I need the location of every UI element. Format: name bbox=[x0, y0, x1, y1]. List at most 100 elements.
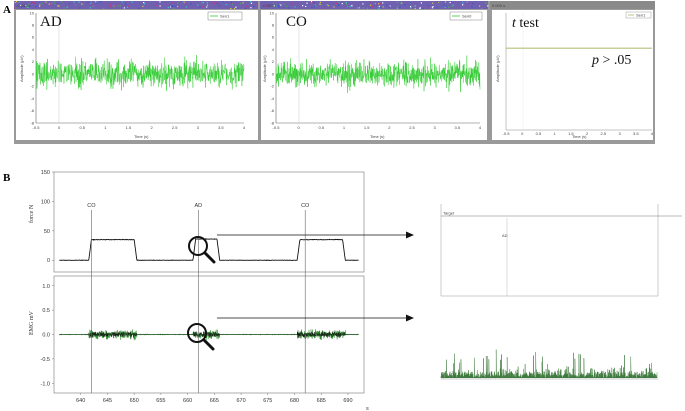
strip-speckle-dot bbox=[18, 1, 20, 3]
strip-speckle-dot bbox=[159, 5, 161, 7]
strip-speckle-dot bbox=[214, 3, 216, 5]
strip-speckle-dot bbox=[48, 3, 50, 5]
x-tick-label: 2.5 bbox=[409, 125, 415, 130]
emg-y-ticks: 1.0 0.5 0.0 -0.5 -1.0 bbox=[41, 284, 54, 387]
strip-speckle-dot bbox=[201, 2, 203, 4]
y-tick-label: 2 bbox=[32, 59, 35, 64]
strip-speckle-dot bbox=[117, 5, 119, 7]
strip-text-3: 0.000 s bbox=[492, 3, 505, 8]
strip-speckle-dot bbox=[396, 7, 398, 9]
strip-speckle-dot bbox=[370, 4, 372, 6]
x-tick-label: 1.5 bbox=[126, 125, 132, 130]
strip-speckle-dot bbox=[302, 5, 304, 7]
ttest-plot-area bbox=[492, 10, 653, 140]
strip-speckle-dot bbox=[95, 2, 97, 4]
ttest-ylabel: Amplitude (µV) bbox=[495, 55, 500, 82]
strip-speckle-dot bbox=[419, 7, 421, 9]
strip-speckle-dot bbox=[174, 5, 176, 7]
strip-speckle-dot bbox=[246, 5, 248, 7]
strip-speckle-dot bbox=[319, 1, 321, 4]
force-ylabel: force N bbox=[28, 204, 35, 223]
strip-speckle-dot bbox=[345, 2, 347, 4]
strip-speckle-dot bbox=[123, 7, 125, 9]
magnifier-icon bbox=[187, 323, 215, 351]
strip-speckle bbox=[14, 1, 489, 10]
strip-speckle-dot bbox=[190, 3, 192, 5]
co-chart: 10 8 6 4 2 0 -2 -4 -6 -8 -0.5 0 0.5 1 1.5 2 2.5 3 3.5 4 CO… bbox=[261, 10, 487, 140]
strip-speckle-dot bbox=[99, 1, 102, 3]
strip-speckle-dot bbox=[287, 7, 289, 9]
strip-speckle-dot bbox=[399, 2, 401, 4]
strip-speckle-dot bbox=[244, 7, 247, 9]
strip-speckle-dot bbox=[92, 3, 94, 5]
x-tick-label: -0.5 bbox=[503, 131, 511, 136]
ttest-legend-label: Sen1 bbox=[636, 13, 646, 18]
strip-speckle-dot bbox=[234, 7, 236, 10]
strip-speckle-dot bbox=[79, 7, 81, 9]
strip-speckle-dot bbox=[369, 1, 371, 3]
strip-speckle-dot bbox=[451, 1, 453, 3]
strip-speckle-dot bbox=[35, 5, 37, 8]
strip-speckle-dot bbox=[142, 5, 144, 7]
ad-legend-box bbox=[207, 11, 243, 21]
strip-speckle-dot bbox=[54, 3, 56, 5]
arrow-to-emg-zoom bbox=[217, 314, 414, 322]
strip-speckle-dot bbox=[462, 2, 464, 4]
strip-speckle-dot bbox=[285, 5, 288, 7]
strip-speckle-dot bbox=[366, 7, 368, 9]
co-legend-box bbox=[449, 11, 483, 21]
strip-speckle-dot bbox=[462, 4, 464, 6]
x-tick-label: 3 bbox=[618, 131, 621, 136]
strip-speckle-dot bbox=[338, 1, 340, 3]
y-tick-label: -0.5 bbox=[41, 357, 50, 363]
y-tick-label: 50 bbox=[44, 229, 50, 235]
strip-speckle-dot bbox=[255, 4, 257, 6]
strip-speckle-dot bbox=[225, 4, 227, 6]
y-tick-label: 8 bbox=[32, 23, 35, 28]
strip-speckle-dot bbox=[273, 5, 275, 7]
x-tick-label: 3.5 bbox=[633, 131, 639, 136]
co-series-line bbox=[275, 55, 481, 93]
strip-speckle-dot bbox=[410, 7, 412, 9]
strip-speckle-dot bbox=[471, 6, 473, 8]
panel-b-label: B bbox=[3, 172, 11, 184]
strip-speckle-dot bbox=[443, 4, 445, 6]
x-tick-label: 2 bbox=[150, 125, 153, 130]
marker-label: AD bbox=[194, 203, 202, 209]
strip-speckle-dot bbox=[311, 1, 313, 3]
strip-speckle-dot bbox=[125, 3, 127, 5]
strip-speckle-dot bbox=[266, 5, 268, 7]
strip-speckle-dot bbox=[337, 5, 339, 7]
x-tick-label: 3.5 bbox=[218, 125, 224, 130]
strip-speckle-dot bbox=[113, 6, 115, 8]
x-tick-label: 3.5 bbox=[455, 125, 461, 130]
strip-speckle-dot bbox=[57, 5, 59, 7]
ttest-title-italic: t bbox=[512, 16, 517, 31]
strip-speckle-dot bbox=[336, 2, 338, 5]
strip-speckle-dot bbox=[231, 3, 234, 5]
x-tick-label: 3 bbox=[434, 125, 437, 130]
strip-speckle-dot bbox=[277, 4, 279, 6]
strip-speckle-dot bbox=[376, 3, 378, 6]
strip-speckle-dot bbox=[57, 2, 59, 4]
strip-speckle-dot bbox=[283, 6, 285, 8]
x-tick-label: 1 bbox=[554, 131, 557, 136]
x-tick-label: 1 bbox=[104, 125, 107, 130]
strip-speckle-dot bbox=[389, 5, 391, 7]
co-legend-label: Sen0 bbox=[462, 14, 472, 19]
force-chart: 0 50 100 150 force N bbox=[28, 170, 365, 273]
strip-speckle-dot bbox=[26, 6, 28, 8]
strip-speckle-dot bbox=[362, 3, 364, 5]
strip-speckle-dot bbox=[372, 6, 374, 8]
strip-speckle-dot bbox=[404, 4, 406, 6]
strip-speckle-dot bbox=[127, 5, 129, 7]
strip-speckle-dot bbox=[110, 4, 112, 6]
strip-speckle-dot bbox=[202, 6, 204, 8]
strip-speckle-dot bbox=[378, 3, 380, 5]
strip-speckle-dot bbox=[479, 5, 481, 7]
strip-speckle-dot bbox=[217, 3, 219, 5]
x-tick-label: 0.5 bbox=[319, 125, 325, 130]
strip-speckle-dot bbox=[16, 1, 18, 3]
y-tick-label: -6 bbox=[270, 108, 274, 113]
